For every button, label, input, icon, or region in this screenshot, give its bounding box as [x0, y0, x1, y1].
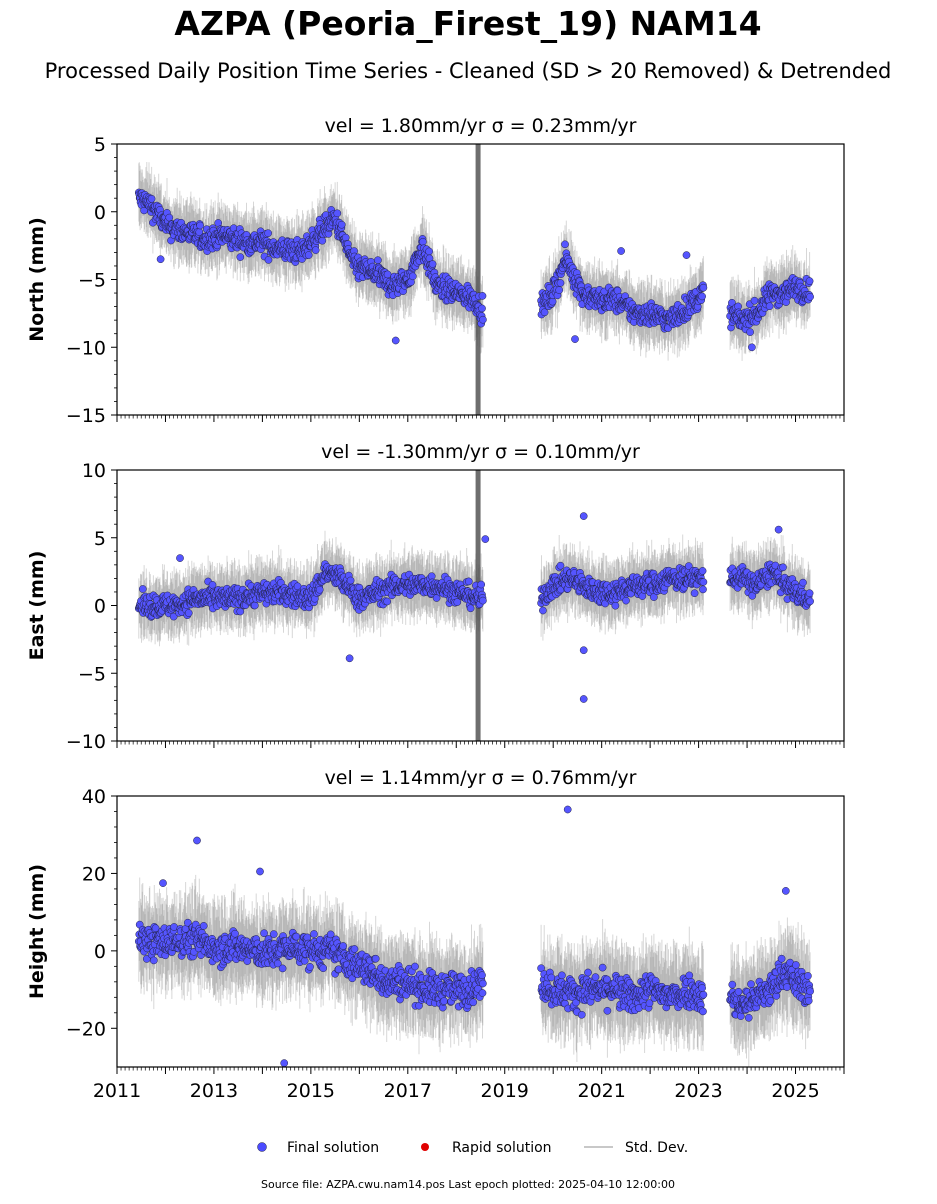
x-axis — [117, 415, 844, 422]
data-point — [419, 238, 426, 245]
data-point — [209, 581, 216, 588]
data-point — [478, 581, 485, 588]
std-dev-bars — [139, 144, 810, 415]
data-point — [342, 234, 349, 241]
data-point — [751, 297, 758, 304]
data-point — [384, 598, 391, 605]
data-point — [571, 336, 578, 343]
y-tick-label: −10 — [66, 337, 106, 359]
y-tick-label: 0 — [94, 202, 106, 224]
data-point — [478, 305, 485, 312]
data-point — [166, 214, 173, 221]
data-point — [454, 599, 461, 606]
y-tick-label: −15 — [66, 405, 106, 427]
data-point — [316, 586, 323, 593]
data-point — [312, 247, 319, 254]
panel-title: vel = 1.80mm/yr σ = 0.23mm/yr — [325, 115, 637, 137]
data-point — [618, 247, 625, 254]
data-point — [426, 248, 433, 255]
data-point — [748, 344, 755, 351]
data-point — [541, 309, 548, 316]
y-axis-label: North (mm) — [26, 217, 48, 342]
data-point — [347, 577, 354, 584]
data-point — [699, 293, 706, 300]
plot-area — [135, 470, 814, 741]
y-tick-label: −5 — [78, 270, 106, 292]
figure-subtitle: Processed Daily Position Time Series - C… — [45, 59, 892, 83]
data-point — [251, 602, 258, 609]
data-point — [392, 337, 399, 344]
data-point — [265, 256, 272, 263]
data-point — [157, 256, 164, 263]
data-point — [237, 254, 244, 261]
std-dev-spike — [476, 144, 481, 415]
panels-group: −15 −10 −5 0 5 North (mm) vel = 1.80mm/yr σ = … — [26, 115, 844, 1102]
data-point — [338, 221, 345, 228]
figure-title: AZPA (Peoria_Firest_19) NAM14 — [174, 4, 761, 43]
data-point — [700, 284, 707, 291]
y-axis: −15 −10 −5 0 5 — [66, 134, 117, 427]
data-point — [465, 578, 472, 585]
data-point — [148, 195, 155, 202]
panel-north: −15 −10 −5 0 5 North (mm) vel = 1.80mm/yr σ = … — [26, 115, 844, 427]
data-point — [467, 605, 474, 612]
data-point — [806, 278, 813, 285]
data-point — [557, 279, 564, 286]
data-point — [683, 252, 690, 259]
data-point — [556, 287, 563, 294]
plot-area — [135, 144, 814, 415]
data-point — [747, 329, 754, 336]
data-point — [334, 210, 341, 217]
data-point — [265, 230, 272, 237]
data-point — [479, 292, 486, 299]
data-point — [409, 273, 416, 280]
data-point — [139, 585, 146, 592]
data-point — [479, 316, 486, 323]
data-point — [561, 241, 568, 248]
data-point — [429, 260, 436, 267]
data-point — [197, 222, 204, 229]
data-point — [305, 252, 312, 259]
data-point — [384, 271, 391, 278]
data-point — [374, 257, 381, 264]
data-point — [766, 303, 773, 310]
y-tick-label: 5 — [94, 134, 106, 156]
data-point — [185, 609, 192, 616]
data-point — [319, 237, 326, 244]
data-point — [807, 293, 814, 300]
